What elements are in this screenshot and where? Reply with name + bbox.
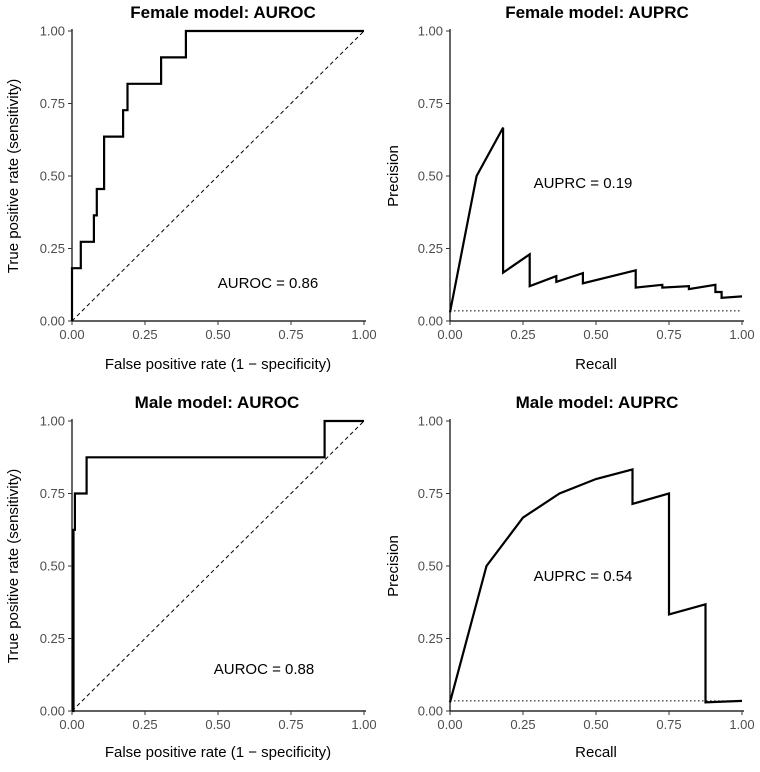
y-tick-label: 0.00	[40, 314, 65, 329]
x-tick-label: 0.75	[656, 327, 681, 342]
metric-annotation: AUROC = 0.88	[214, 661, 314, 678]
y-tick-label: 1.00	[40, 24, 65, 39]
x-tick-label: 0.25	[132, 717, 157, 732]
y-tick-label: 1.00	[418, 24, 443, 39]
curve-line	[448, 127, 743, 313]
y-tick-label: 0.25	[40, 631, 65, 646]
y-tick-label: 0.25	[40, 241, 65, 256]
reference-line	[71, 420, 365, 712]
x-tick-label: 0.50	[205, 717, 230, 732]
y-tick-label: 0.50	[40, 559, 65, 574]
panel-1: Female model: AUROC 0.000.00 0.25 0.25 0.50 0…	[5, 3, 377, 373]
x-tick-label: 1.00	[729, 717, 754, 732]
y-tick-label: 0.50	[418, 169, 443, 184]
panel-title: Male model: AUPRC	[516, 393, 679, 412]
x-tick-label: 0.50	[583, 327, 608, 342]
x-tick-label: 0.25	[132, 327, 157, 342]
x-axis-label: Recall	[575, 356, 617, 373]
x-tick-label: 1.00	[351, 717, 376, 732]
y-tick-label: 0.00	[418, 704, 443, 719]
x-tick-label: 1.00	[351, 327, 376, 342]
x-tick-label: 0.50	[583, 717, 608, 732]
y-tick-label: 1.00	[40, 414, 65, 429]
x-tick-label: 0.25	[510, 717, 535, 732]
x-axis-label: Recall	[575, 744, 617, 761]
x-tick-label: 0.00	[59, 717, 84, 732]
x-tick-label: 0.25	[510, 327, 535, 342]
metric-annotation: AUROC = 0.86	[218, 275, 318, 292]
y-tick-label: 0.25	[418, 631, 443, 646]
y-tick-label: 0.75	[40, 486, 65, 501]
curve-line	[72, 419, 364, 713]
x-axis-label: False positive rate (1 − specificity)	[105, 356, 331, 373]
y-tick-label: 0.50	[418, 559, 443, 574]
panel-4: Male model: AUPRC 0.000.00 0.25 0.25 0.50 0.5…	[385, 393, 755, 761]
x-tick-label: 0.00	[437, 717, 462, 732]
x-tick-label: 0.50	[205, 327, 230, 342]
y-tick-label: 1.00	[418, 414, 443, 429]
y-axis-label: Precision	[385, 145, 402, 207]
x-tick-label: 0.00	[59, 327, 84, 342]
y-tick-label: 0.75	[418, 486, 443, 501]
x-tick-label: 0.75	[656, 717, 681, 732]
panel-2: Female model: AUPRC 0.000.00 0.25 0.25 0.50 0…	[385, 3, 755, 373]
panel-title: Female model: AUPRC	[505, 3, 689, 22]
metric-annotation: AUPRC = 0.19	[534, 175, 633, 192]
reference-line	[71, 30, 365, 322]
x-tick-label: 1.00	[729, 327, 754, 342]
x-axis-label: False positive rate (1 − specificity)	[105, 744, 331, 761]
y-tick-label: 0.75	[40, 96, 65, 111]
y-axis-label: True positive rate (sensitivity)	[5, 79, 22, 274]
panel-3: Male model: AUROC 0.000.00 0.25 0.25 0.50 0.5…	[5, 393, 377, 761]
x-tick-label: 0.00	[437, 327, 462, 342]
curve-line	[448, 467, 743, 704]
curve-line	[70, 29, 364, 321]
y-axis-label: Precision	[385, 535, 402, 597]
panel-title: Female model: AUROC	[130, 3, 315, 22]
y-tick-label: 0.00	[418, 314, 443, 329]
y-tick-label: 0.25	[418, 241, 443, 256]
panel-title: Male model: AUROC	[135, 393, 300, 412]
metric-annotation: AUPRC = 0.54	[534, 568, 633, 585]
x-tick-label: 0.75	[278, 717, 303, 732]
y-axis-label: True positive rate (sensitivity)	[5, 469, 22, 664]
y-tick-label: 0.00	[40, 704, 65, 719]
y-tick-label: 0.75	[418, 96, 443, 111]
y-tick-label: 0.50	[40, 169, 65, 184]
x-tick-label: 0.75	[278, 327, 303, 342]
